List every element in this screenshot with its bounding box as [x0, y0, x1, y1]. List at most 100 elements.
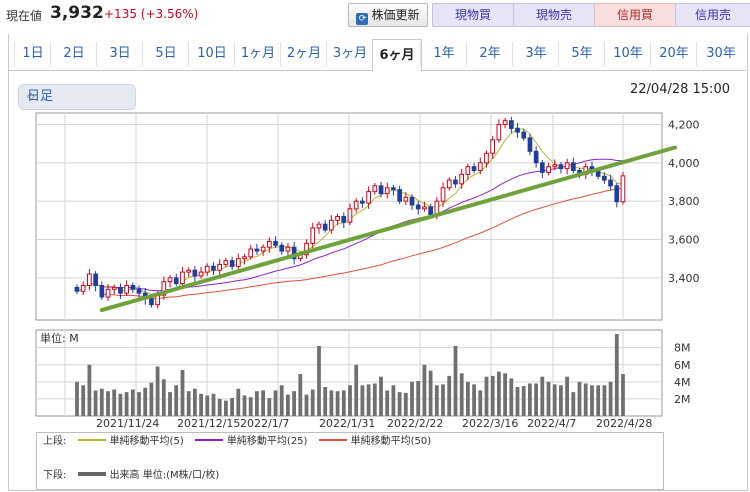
- tab-4[interactable]: 10日: [188, 42, 235, 66]
- volume-bar: [298, 374, 303, 416]
- volume-bar: [323, 387, 328, 416]
- tab-2[interactable]: 3日: [96, 42, 143, 66]
- volume-bar: [354, 364, 359, 417]
- volume-bar: [565, 376, 569, 416]
- candle-body: [391, 187, 396, 191]
- tab-14[interactable]: 20年: [650, 42, 697, 66]
- tab-6[interactable]: 2ヶ月: [280, 42, 327, 66]
- volume-bar: [379, 376, 383, 416]
- volume-bar: [118, 393, 123, 416]
- volume-bar: [559, 385, 563, 417]
- volume-bar: [503, 373, 507, 416]
- candle-body: [93, 273, 99, 286]
- volume-bar: [447, 375, 452, 416]
- x-axis-label: 2022/4/28: [596, 417, 652, 430]
- x-axis-label: 2021/12/15: [177, 417, 240, 430]
- candle-body: [167, 277, 173, 283]
- shinyo-buy-button[interactable]: 信用買: [594, 3, 676, 27]
- tab-13[interactable]: 10年: [604, 42, 651, 66]
- candle-body: [484, 152, 489, 164]
- tab-10[interactable]: 2年: [466, 42, 513, 66]
- ma50-line: [101, 187, 624, 299]
- update-price-button[interactable]: ⟳ 株価更新: [348, 3, 428, 27]
- price-tick-label: 4,200: [668, 119, 700, 132]
- volume-bar: [602, 385, 607, 417]
- candle-body: [608, 179, 613, 187]
- tab-7[interactable]: 3ヶ月: [326, 42, 373, 66]
- candle-body: [620, 175, 626, 203]
- volume-bar: [428, 370, 433, 416]
- candle-body: [285, 246, 291, 252]
- volume-bar: [534, 383, 538, 416]
- period-tabs: 1日 2日 3日 5日 10日 1ヶ月 2ヶ月 3ヶ月 6ヶ月 1年 2年 3年 5年 10年 20年 30年: [8, 34, 746, 72]
- interval-select[interactable]: 日足 ◇: [18, 84, 136, 110]
- volume-bar: [255, 391, 259, 416]
- candle-body: [192, 269, 198, 277]
- tab-9[interactable]: 1年: [420, 42, 467, 66]
- volume-bar: [540, 376, 545, 416]
- volume-bar: [267, 398, 272, 416]
- candle-body: [186, 269, 192, 273]
- volume-bar: [372, 383, 377, 416]
- candle-body: [502, 120, 508, 125]
- volume-bar: [242, 395, 247, 416]
- candle-body: [471, 166, 477, 171]
- candle-body: [217, 263, 223, 271]
- volume-bar: [149, 382, 154, 416]
- candle-body: [372, 185, 378, 193]
- price-tick-label: 3,400: [668, 272, 700, 285]
- volume-bar: [385, 390, 390, 416]
- candle-body: [99, 285, 105, 298]
- candle-body: [335, 216, 340, 221]
- chart-datetime: 22/04/28 15:00: [630, 82, 730, 97]
- legend-ma5-swatch: [77, 439, 106, 441]
- tab-8[interactable]: 6ヶ月: [372, 39, 422, 72]
- candle-body: [440, 187, 446, 202]
- volume-bar: [366, 384, 371, 416]
- x-axis-label: 2022/2/22: [387, 417, 443, 430]
- volume-bar: [583, 383, 588, 416]
- volume-bar: [248, 397, 253, 416]
- x-axis-label: 2022/1/31: [319, 417, 375, 430]
- volume-bar: [528, 383, 532, 416]
- genbutsu-sell-button[interactable]: 現物売: [513, 3, 595, 27]
- candle-body: [273, 240, 278, 246]
- tab-11[interactable]: 3年: [512, 42, 559, 66]
- candle-body: [260, 246, 266, 252]
- volume-bar: [459, 373, 464, 416]
- chart-legend: 上段: 単純移動平均(5) 単純移動平均(25) 単純移動平均(50) 下段: …: [36, 432, 664, 490]
- current-price: 3,932: [50, 3, 104, 23]
- candle-body: [564, 162, 570, 170]
- trend-line: [99, 145, 677, 313]
- tab-3[interactable]: 5日: [142, 42, 189, 66]
- tab-15[interactable]: 30年: [696, 42, 745, 66]
- volume-bar: [224, 400, 228, 416]
- legend-ma50-swatch: [318, 439, 347, 441]
- volume-bar: [490, 375, 495, 416]
- refresh-icon: ⟳: [356, 13, 369, 25]
- volume-bar: [608, 381, 613, 416]
- volume-unit-label: 単位: M: [40, 331, 79, 345]
- volume-bar: [441, 384, 445, 416]
- shinyo-sell-button[interactable]: 信用売: [675, 3, 750, 27]
- volume-bar: [341, 390, 346, 416]
- candle-body: [211, 265, 216, 271]
- volume-bar: [261, 390, 265, 416]
- candle-body: [198, 271, 204, 277]
- volume-bar: [286, 394, 290, 416]
- quote-header: 現在値 3,932 +135 (+3.56%) ⟳ 株価更新 現物買 現物売 信用…: [0, 0, 750, 32]
- tab-1[interactable]: 2日: [50, 42, 97, 66]
- volume-bar: [273, 390, 278, 416]
- volume-bar: [112, 389, 117, 416]
- volume-bar: [497, 371, 501, 416]
- legend-ma50: 単純移動平均(50): [350, 436, 432, 447]
- tab-12[interactable]: 5年: [558, 42, 605, 66]
- candle-body: [322, 223, 328, 231]
- tab-0[interactable]: 1日: [14, 42, 51, 66]
- tab-5[interactable]: 1ヶ月: [234, 42, 281, 66]
- legend-upper-label: 上段:: [43, 436, 67, 447]
- volume-bar: [168, 392, 172, 416]
- candle-body: [161, 281, 167, 296]
- candle-body: [254, 248, 260, 252]
